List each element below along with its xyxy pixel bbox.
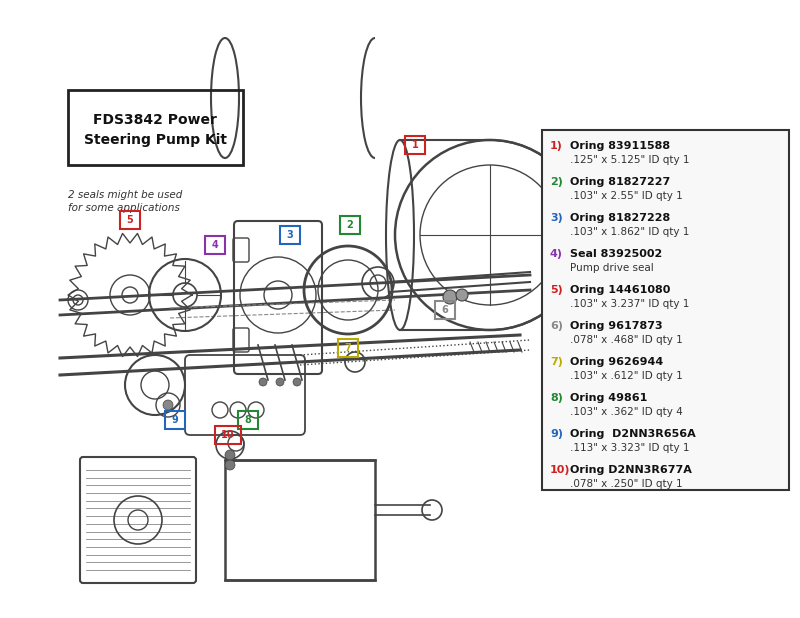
Bar — [238, 411, 258, 429]
Text: 3: 3 — [286, 230, 294, 240]
Circle shape — [293, 378, 301, 386]
Text: 10): 10) — [550, 465, 570, 475]
Text: Oring 81827228: Oring 81827228 — [570, 213, 670, 223]
Text: Oring 49861: Oring 49861 — [570, 393, 647, 403]
Bar — [165, 411, 185, 429]
Text: Oring 9617873: Oring 9617873 — [570, 321, 662, 331]
Text: Oring D2NN3R677A: Oring D2NN3R677A — [570, 465, 692, 475]
Text: 8): 8) — [550, 393, 563, 403]
Text: .078" x .468" ID qty 1: .078" x .468" ID qty 1 — [570, 335, 682, 345]
Bar — [205, 236, 225, 254]
Circle shape — [276, 378, 284, 386]
Text: .113" x 3.323" ID qty 1: .113" x 3.323" ID qty 1 — [570, 443, 690, 453]
Circle shape — [259, 378, 267, 386]
Bar — [225, 460, 375, 580]
Circle shape — [225, 450, 235, 460]
Text: 9): 9) — [550, 429, 563, 439]
Text: .103" x .612" ID qty 1: .103" x .612" ID qty 1 — [570, 371, 682, 381]
Text: 3): 3) — [550, 213, 562, 223]
Bar — [280, 226, 300, 244]
Circle shape — [163, 400, 173, 410]
Bar — [542, 130, 789, 490]
Circle shape — [443, 290, 457, 304]
Text: Oring 81827227: Oring 81827227 — [570, 177, 670, 187]
Text: .103" x 2.55" ID qty 1: .103" x 2.55" ID qty 1 — [570, 191, 682, 201]
Text: Oring 9626944: Oring 9626944 — [570, 357, 663, 367]
Text: .078" x .250" ID qty 1: .078" x .250" ID qty 1 — [570, 479, 682, 489]
Bar — [338, 339, 358, 357]
Text: 6): 6) — [550, 321, 563, 331]
Circle shape — [456, 289, 468, 301]
Text: 2 seals might be used
for some applications: 2 seals might be used for some applicati… — [68, 190, 182, 213]
Bar — [120, 211, 140, 229]
Text: 2: 2 — [346, 220, 354, 230]
Bar — [68, 90, 243, 165]
Text: .103" x 1.862" ID qty 1: .103" x 1.862" ID qty 1 — [570, 227, 690, 237]
Text: 7): 7) — [550, 357, 563, 367]
Bar — [215, 426, 241, 444]
Text: 5): 5) — [550, 285, 562, 295]
Text: 6: 6 — [442, 305, 448, 315]
Text: 1): 1) — [550, 141, 563, 151]
Text: .103" x 3.237" ID qty 1: .103" x 3.237" ID qty 1 — [570, 299, 690, 309]
Text: FDS3842 Power
Steering Pump Kit: FDS3842 Power Steering Pump Kit — [83, 113, 226, 146]
Text: 9: 9 — [172, 415, 178, 425]
Text: Oring 83911588: Oring 83911588 — [570, 141, 670, 151]
Text: 4: 4 — [212, 240, 218, 250]
Text: Oring 14461080: Oring 14461080 — [570, 285, 670, 295]
Bar — [405, 136, 425, 154]
Text: 1: 1 — [412, 140, 418, 150]
Text: .125" x 5.125" ID qty 1: .125" x 5.125" ID qty 1 — [570, 155, 690, 165]
Text: .103" x .362" ID qty 4: .103" x .362" ID qty 4 — [570, 407, 682, 417]
Bar — [340, 216, 360, 234]
Text: Oring  D2NN3R656A: Oring D2NN3R656A — [570, 429, 696, 439]
Bar — [435, 301, 455, 319]
Text: 2): 2) — [550, 177, 563, 187]
Circle shape — [225, 460, 235, 470]
Text: 7: 7 — [345, 343, 351, 353]
Text: 8: 8 — [245, 415, 251, 425]
Text: 5: 5 — [126, 215, 134, 225]
Text: Seal 83925002: Seal 83925002 — [570, 249, 662, 259]
Text: 10: 10 — [222, 430, 234, 440]
Text: 4): 4) — [550, 249, 563, 259]
Text: Pump drive seal: Pump drive seal — [570, 263, 654, 273]
